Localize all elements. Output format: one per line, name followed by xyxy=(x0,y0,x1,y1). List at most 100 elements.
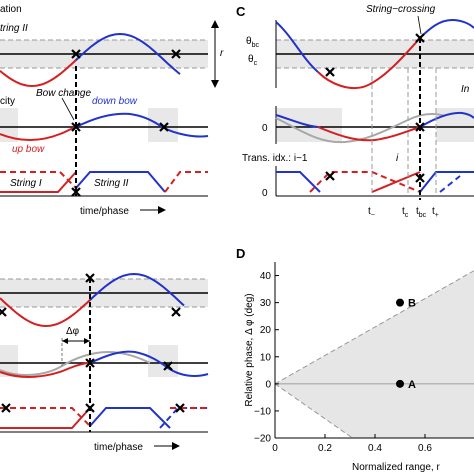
a-low-blue xyxy=(75,171,166,193)
c-theta-c: θc xyxy=(248,54,258,67)
a-down-bow: down bow xyxy=(92,96,138,107)
c-blue-curve-left xyxy=(275,21,319,73)
d-point-label-b: B xyxy=(408,298,416,310)
c-cross-low xyxy=(415,173,425,183)
a-range-arrowhead-bottom xyxy=(211,80,219,88)
d-ytick-label: 40 xyxy=(260,271,272,282)
c-cross-left xyxy=(325,67,335,77)
b-cross-left xyxy=(0,307,7,317)
a-cross-main xyxy=(71,49,81,59)
b-delta-arrowhead-left xyxy=(62,338,68,344)
c-theta-bc: θbc xyxy=(246,36,259,49)
d-ytick-label: 10 xyxy=(260,352,272,363)
b-low-red-dash xyxy=(0,407,91,427)
a-string-one: String I xyxy=(10,178,42,189)
b-cross-vel xyxy=(85,358,95,368)
d-feasible-region xyxy=(275,270,474,438)
d-y-ticks: −20 −10 0 10 20 30 40 xyxy=(254,271,279,445)
d-ytick-label: 20 xyxy=(260,325,272,336)
c-t-plus: t+ xyxy=(432,206,439,219)
a-xlabel-arrowhead xyxy=(158,206,166,214)
c-low-blue-right xyxy=(419,171,474,193)
c-blue-curve-right xyxy=(419,18,474,39)
a-range-arrowhead-top xyxy=(211,20,219,28)
c-crossing-marks xyxy=(325,33,425,183)
c-low-red-solid xyxy=(371,171,421,193)
d-xtick-label: 0.2 xyxy=(318,443,332,454)
d-panel-letter: D xyxy=(236,246,245,261)
c-vel-blue-left xyxy=(275,114,319,128)
c-vel-gray xyxy=(275,112,446,144)
c-inc-fragment: In xyxy=(461,84,470,95)
d-ytick-label: −20 xyxy=(254,434,271,445)
c-low-blue-left xyxy=(276,171,321,193)
a-crossing-marks xyxy=(71,49,181,197)
panel-c: C String−crossing θbc θc In 0 Trans. idx… xyxy=(236,4,474,219)
c-cross-vel xyxy=(415,122,425,132)
c-crossing-label: String−crossing xyxy=(366,4,436,15)
c-t-bc: tbc xyxy=(416,206,427,219)
a-low-red-solid xyxy=(0,171,77,193)
b-red-curve xyxy=(0,297,93,328)
a-string-two: String II xyxy=(94,178,129,189)
b-cross-low-right xyxy=(175,403,185,413)
a-vel-red xyxy=(0,126,77,141)
c-i-label: i xyxy=(396,153,399,164)
c-trans-idx: Trans. idx.: i−1 xyxy=(242,153,308,164)
a-up-bow: up bow xyxy=(12,144,45,155)
c-low-red-dash xyxy=(309,171,421,193)
b-delta-phi: Δφ xyxy=(66,326,80,337)
b-vel-shade-left xyxy=(0,345,18,377)
b-vel-red xyxy=(0,362,91,378)
a-title-fragment: ation xyxy=(0,4,22,15)
c-low-blue-dash xyxy=(439,175,461,193)
b-delta-arrowhead-right xyxy=(84,338,90,344)
c-crossing-pointer xyxy=(417,15,422,35)
b-cross-vel-right xyxy=(163,361,173,371)
b-vel-gray xyxy=(0,350,151,376)
c-y-zero-low: 0 xyxy=(262,188,268,199)
d-point-a xyxy=(396,379,404,388)
c-red-curve xyxy=(317,37,421,90)
c-vel-blue-right xyxy=(419,111,474,128)
d-xtick-label: 0 xyxy=(272,443,278,454)
a-vel-blue xyxy=(75,112,209,138)
d-ytick-label: 30 xyxy=(260,298,272,309)
d-ytick-label: −10 xyxy=(254,406,271,417)
a-vel-shade-left xyxy=(0,108,18,142)
d-x-ticks: 0 0.2 0.4 0.6 xyxy=(272,434,432,454)
a-range-label: r xyxy=(220,48,224,59)
a-low-red-rise xyxy=(164,171,208,193)
b-vel-blue xyxy=(89,350,209,377)
c-y-zero-mid: 0 xyxy=(262,123,268,134)
b-cross-low xyxy=(85,403,95,413)
a-cross-vel xyxy=(71,122,81,132)
b-xlabel-arrowhead xyxy=(172,442,180,450)
d-point-label-a: A xyxy=(408,379,416,391)
d-xtick-label: 0.6 xyxy=(418,443,432,454)
b-low-blue xyxy=(89,407,171,429)
c-cross-main xyxy=(415,33,425,43)
c-vel-red xyxy=(317,126,421,142)
d-boundary-upper xyxy=(275,270,474,385)
a-string-label: tring II xyxy=(0,23,28,34)
a-velocity-fragment: city xyxy=(0,96,15,107)
a-bow-change-pointer xyxy=(61,97,75,121)
b-cross-main xyxy=(85,273,95,283)
d-points: AB xyxy=(396,298,416,391)
b-low-red-solid xyxy=(0,407,91,429)
a-red-curve xyxy=(0,57,79,88)
a-bow-change: Bow change xyxy=(36,88,91,99)
panel-b: Δφ time/phase xyxy=(0,272,209,453)
b-cross-right xyxy=(171,307,181,317)
a-low-red-dash xyxy=(0,171,77,189)
d-xlabel: Normalized range, r xyxy=(352,462,440,473)
d-ylabel: Relative phase, Δ φ (deg) xyxy=(244,293,255,406)
b-blue-curve xyxy=(89,272,185,307)
d-point-b xyxy=(396,298,404,307)
a-cross-low xyxy=(71,187,81,197)
panel-a: r ation tring II city Bow change down bo… xyxy=(0,4,224,217)
b-xlabel: time/phase xyxy=(94,442,143,453)
